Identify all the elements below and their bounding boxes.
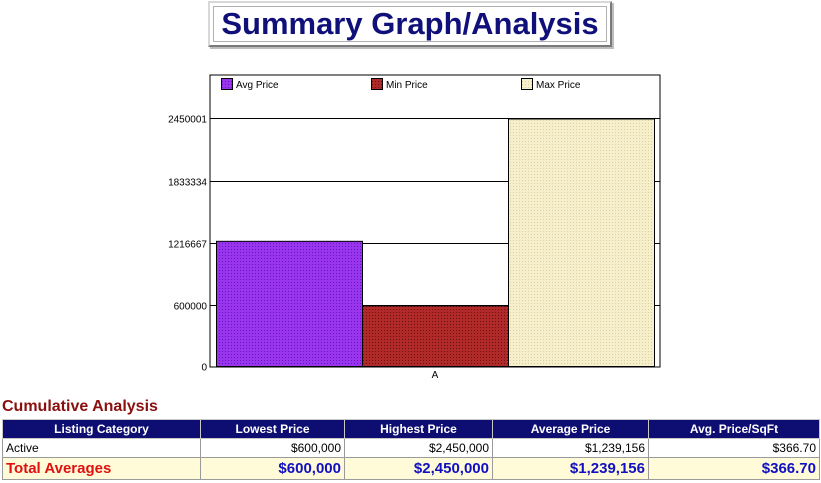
legend-swatch-max-price [521, 78, 533, 90]
legend-label-max-price: Max Price [536, 80, 581, 91]
legend-swatch-avg-price [221, 78, 233, 90]
column-header-lowest-price: Lowest Price [200, 419, 345, 439]
cell-lowest-price: $600,000 [200, 438, 345, 458]
column-header-highest-price: Highest Price [344, 419, 493, 439]
bar-min-price [362, 305, 509, 368]
legend-swatch-min-price [371, 78, 383, 90]
totals-label: Total Averages [2, 457, 201, 480]
y-tick-label: 1216667 [168, 240, 207, 251]
cumulative-analysis-table: Listing Category Lowest Price Highest Pr… [2, 419, 820, 480]
cell-avg-price-sqft: $366.70 [648, 438, 820, 458]
totals-highest-price: $2,450,000 [344, 457, 493, 480]
y-tick-label: 1833334 [168, 178, 207, 189]
page-title: Summary Graph/Analysis [213, 6, 607, 42]
cell-average-price: $1,239,156 [492, 438, 649, 458]
y-tick-label: 600000 [174, 302, 208, 313]
column-header-avg-price-sqft: Avg. Price/SqFt [648, 419, 820, 439]
column-header-listing-category: Listing Category [2, 419, 201, 439]
cell-category: Active [2, 438, 201, 458]
summary-chart: 0 600000 1216667 1833334 2450001 A Avg Price Mi… [168, 74, 661, 381]
table-row: Active $600,000 $2,450,000 $1,239,156 $3… [2, 438, 820, 458]
totals-row: Total Averages $600,000 $2,450,000 $1,23… [2, 457, 820, 480]
page-title-box: Summary Graph/Analysis [208, 1, 612, 47]
legend-label-avg-price: Avg Price [236, 80, 279, 91]
table-header-row: Listing Category Lowest Price Highest Pr… [2, 419, 820, 439]
x-tick-label: A [432, 370, 439, 381]
totals-avg-price-sqft: $366.70 [648, 457, 820, 480]
totals-average-price: $1,239,156 [492, 457, 649, 480]
totals-lowest-price: $600,000 [200, 457, 345, 480]
bar-avg-price [216, 240, 363, 367]
legend-label-min-price: Min Price [386, 80, 428, 91]
cumulative-analysis-heading: Cumulative Analysis [2, 398, 158, 415]
y-tick-label: 2450001 [168, 115, 207, 126]
y-tick-label: 0 [201, 363, 207, 374]
column-header-average-price: Average Price [492, 419, 649, 439]
bar-max-price [508, 118, 655, 367]
cell-highest-price: $2,450,000 [344, 438, 493, 458]
